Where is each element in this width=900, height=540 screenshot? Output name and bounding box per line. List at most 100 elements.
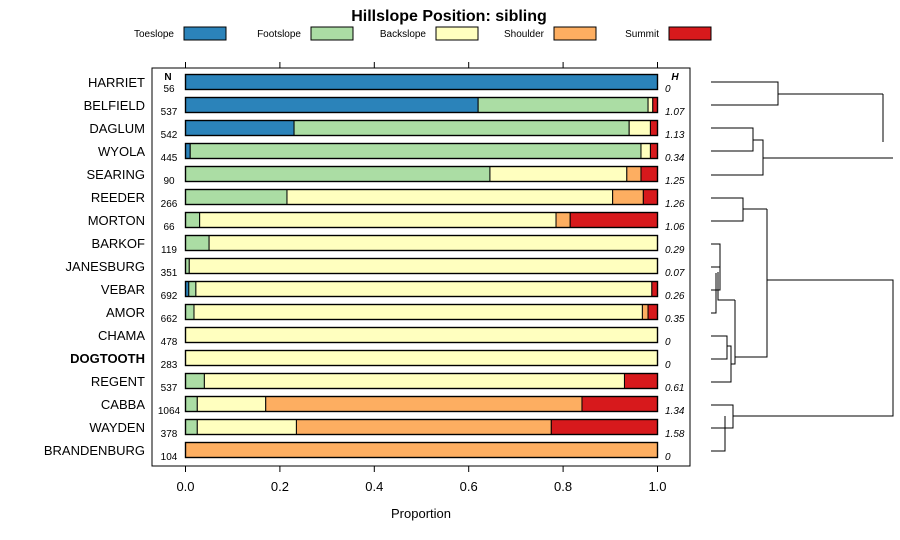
legend-label: Backslope [380, 29, 427, 40]
bar-segment [647, 97, 654, 113]
legend-label: Toeslope [134, 29, 174, 40]
bar-segment [569, 212, 658, 228]
row-h: 0.07 [665, 268, 685, 279]
bar-outline [184, 165, 659, 183]
row-h: 0 [665, 84, 671, 95]
x-tick-label: 0.2 [271, 479, 289, 494]
chart-title: Hillslope Position: sibling [351, 8, 547, 25]
bar-outline [184, 234, 659, 252]
bar-segment [193, 304, 643, 320]
bar-segment [649, 120, 658, 136]
bar-segment [640, 166, 658, 182]
bar-outline [184, 395, 659, 413]
row-h: 1.07 [665, 107, 685, 118]
row-h: 0.61 [665, 383, 684, 394]
bar-segment [185, 189, 288, 205]
bar-segment [203, 373, 625, 389]
row-label: AMOR [106, 305, 145, 320]
legend-swatch [668, 26, 712, 41]
row-h: 0.26 [665, 291, 685, 302]
row-h: 0.34 [665, 153, 685, 164]
x-axis-label: Proportion [391, 506, 451, 521]
bar-segment [651, 281, 658, 297]
row-label: CHAMA [98, 328, 145, 343]
bar-segment [628, 120, 651, 136]
legend-swatch [310, 26, 354, 41]
row-label: MORTON [88, 213, 145, 228]
legend-label: Footslope [257, 29, 301, 40]
row-label: HARRIET [88, 75, 145, 90]
bar-segment [188, 281, 197, 297]
bar-segment [199, 212, 557, 228]
x-tick-label: 1.0 [648, 479, 666, 494]
row-n: 537 [161, 107, 178, 118]
n-header: N [164, 72, 171, 83]
h-header: H [671, 72, 679, 83]
legend-label: Summit [625, 29, 659, 40]
bar-segment [550, 419, 658, 435]
bar-segment [612, 189, 644, 205]
row-n: 283 [161, 360, 178, 371]
row-label: BRANDENBURG [44, 443, 145, 458]
bar-segment [189, 143, 642, 159]
bar-segment [649, 143, 658, 159]
x-tick-label: 0.6 [460, 479, 478, 494]
row-labels: HARRIET 56 0 BELFIELD 537 1.07 DAGLUM 542 1.13 WY… [44, 75, 685, 463]
row-h: 1.26 [665, 199, 685, 210]
row-label: WAYDEN [89, 420, 145, 435]
bar-segment [185, 166, 491, 182]
dendrogram [711, 81, 894, 452]
bar-segment [286, 189, 614, 205]
row-h: 1.25 [665, 176, 685, 187]
row-n: 542 [161, 130, 178, 141]
legend-label: Shoulder [504, 29, 545, 40]
row-h: 1.34 [665, 406, 685, 417]
row-label: JANESBURG [66, 259, 145, 274]
row-h: 0 [665, 360, 671, 371]
row-n: 104 [161, 452, 178, 463]
bar-segment [295, 419, 552, 435]
row-label: REEDER [91, 190, 145, 205]
bar-outline [184, 73, 659, 91]
bar-segment [555, 212, 571, 228]
bar-segment [185, 442, 658, 458]
row-n: 662 [161, 314, 178, 325]
row-n: 692 [161, 291, 178, 302]
bar-segment [185, 235, 210, 251]
bar-segment [626, 166, 642, 182]
row-h: 0.29 [665, 245, 685, 256]
bar-outline [184, 303, 659, 321]
bar-segment [208, 235, 658, 251]
bar-outline [184, 142, 659, 160]
row-n: 66 [163, 222, 175, 233]
bar-segment [196, 419, 297, 435]
row-label: SEARING [86, 167, 145, 182]
bar-segment [185, 212, 201, 228]
bar-segment [196, 396, 267, 412]
row-n: 478 [161, 337, 178, 348]
row-label: BARKOF [92, 236, 146, 251]
row-h: 1.13 [665, 130, 685, 141]
bar-outline [184, 257, 659, 275]
bar-segment [477, 97, 649, 113]
row-label: REGENT [91, 374, 145, 389]
bar-outline [184, 326, 659, 344]
plot-frame [151, 67, 691, 467]
bar-outline [184, 418, 659, 436]
bar-outline [184, 96, 659, 114]
x-tick-label: 0.0 [176, 479, 194, 494]
row-label: DAGLUM [89, 121, 145, 136]
bar-segment [489, 166, 628, 182]
dendrogram-branch [711, 81, 894, 452]
row-label: WYOLA [98, 144, 145, 159]
bar-segment [188, 258, 658, 274]
row-n: 445 [161, 153, 178, 164]
row-h: 0 [665, 452, 671, 463]
bar-outline [184, 188, 659, 206]
row-n: 119 [161, 245, 177, 256]
bar-segment [185, 304, 195, 320]
bar-segment [293, 120, 630, 136]
row-n: 56 [163, 84, 175, 95]
bar-segment [640, 143, 651, 159]
